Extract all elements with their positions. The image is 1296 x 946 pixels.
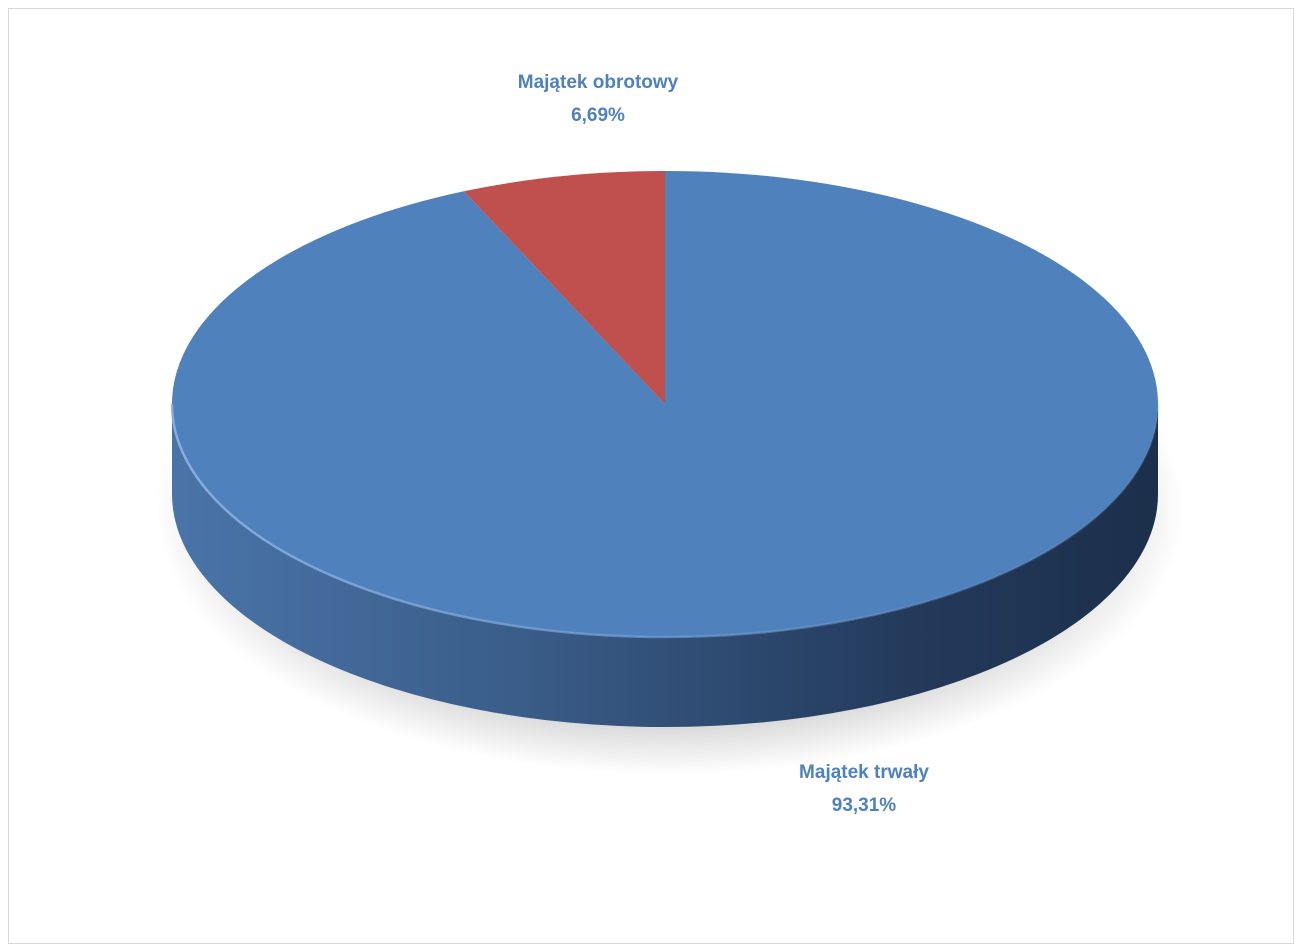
label-majatek-obrotowy-name: Majątek obrotowy <box>518 72 679 93</box>
label-majatek-trwaly-name: Majątek trwały <box>799 762 929 783</box>
pie-rim-highlight <box>170 403 1160 639</box>
label-majatek-obrotowy-value: 6,69% <box>571 105 625 126</box>
pie-slice-majatek-obrotowy <box>463 171 665 404</box>
label-majatek-trwaly-value: 93,31% <box>832 795 897 816</box>
pie-side-wall <box>172 404 1158 727</box>
